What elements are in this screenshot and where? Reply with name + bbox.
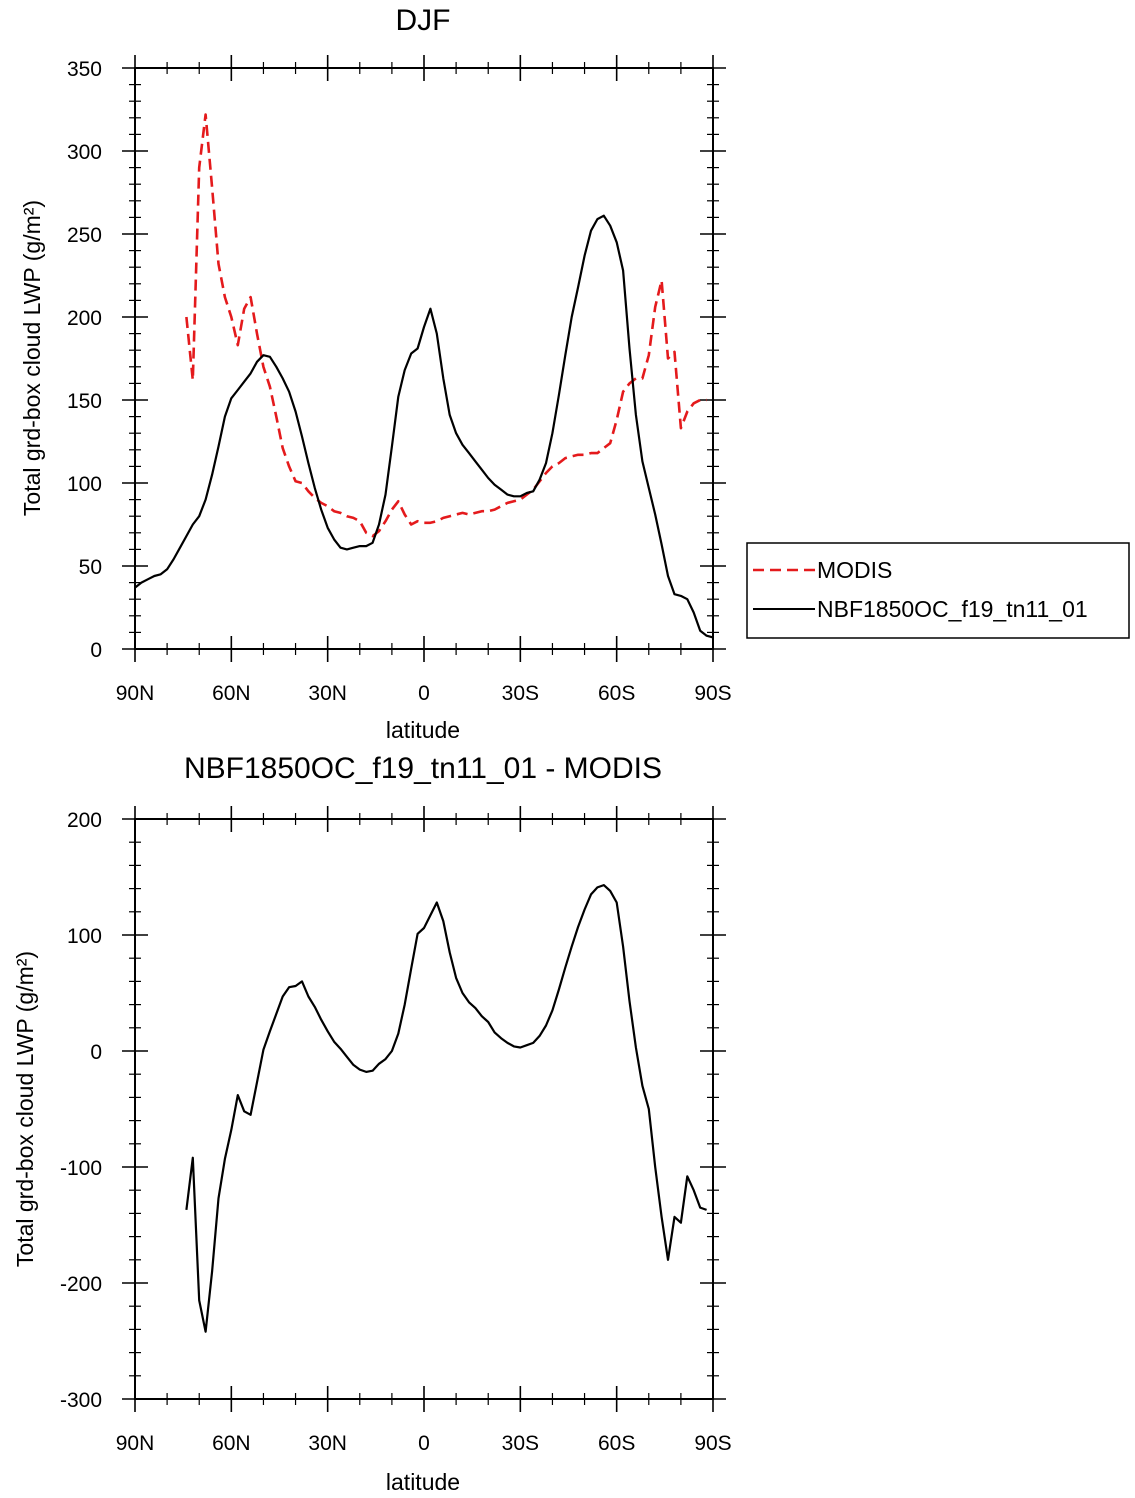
- y-tick-label: -200: [60, 1273, 102, 1296]
- x-axis-label: latitude: [386, 1469, 460, 1495]
- x-tick-label: 30N: [308, 682, 347, 705]
- plot-axes: 0 50 100 150 200 250 300 350 90N 60N 30N 0 30S 60S 90S: [67, 55, 732, 705]
- x-tick-label: 30N: [308, 1432, 347, 1455]
- y-tick-label: 350: [67, 58, 102, 81]
- y-axis-label: Total grd-box cloud LWP (g/m²): [19, 200, 45, 516]
- y-tick-label: 50: [79, 556, 102, 579]
- plot-frame: [134, 818, 714, 1400]
- series-line-nbf1850oc-f19-tn11-01: [134, 214, 714, 639]
- x-tick-label: 30S: [502, 682, 539, 705]
- y-tick-label: 200: [67, 307, 102, 330]
- x-tick-label: 0: [418, 1432, 430, 1455]
- y-axis-label: Total grd-box cloud LWP (g/m²): [12, 951, 38, 1267]
- y-tick-label: 250: [67, 224, 102, 247]
- bottom-panel: NBF1850OC_f19_tn11_01 - MODIS latitude T…: [12, 752, 732, 1495]
- x-tick-label: 60N: [212, 1432, 251, 1455]
- legend-box: [746, 542, 1130, 639]
- y-tick-label: 100: [67, 925, 102, 948]
- plot-series: [185, 883, 707, 1333]
- plot-frame: [134, 67, 714, 650]
- y-tick-label: 150: [67, 390, 102, 413]
- x-tick-label: 30S: [502, 1432, 539, 1455]
- x-tick-label: 90S: [694, 1432, 731, 1455]
- plot-series: [134, 113, 714, 639]
- legend-label-modis: MODIS: [817, 557, 892, 583]
- top-panel: DJF latitude Total grd-box cloud LWP (g/…: [19, 4, 732, 743]
- series-line-difference: [185, 883, 707, 1333]
- chart-title: DJF: [396, 4, 451, 37]
- x-tick-label: 60S: [598, 682, 635, 705]
- x-tick-label: 90S: [694, 682, 731, 705]
- x-tick-label: 60N: [212, 682, 251, 705]
- y-tick-label: 300: [67, 141, 102, 164]
- y-tick-label: -300: [60, 1389, 102, 1412]
- y-tick-label: 0: [90, 1041, 102, 1064]
- chart-title: NBF1850OC_f19_tn11_01 - MODIS: [184, 752, 662, 785]
- y-tick-label: 200: [67, 809, 102, 832]
- series-line-modis: [185, 113, 707, 538]
- x-tick-label: 0: [418, 682, 430, 705]
- x-tick-label: 90N: [116, 682, 155, 705]
- y-tick-label: 100: [67, 473, 102, 496]
- legend-label-model: NBF1850OC_f19_tn11_01: [817, 596, 1088, 622]
- y-tick-label: -100: [60, 1157, 102, 1180]
- legend: MODIS NBF1850OC_f19_tn11_01: [746, 542, 1130, 639]
- x-tick-label: 90N: [116, 1432, 155, 1455]
- y-tick-label: 0: [90, 639, 102, 662]
- plot-axes: -300 -200 -100 0 100 200 90N 60N 30N 0 30S 60S 90S: [60, 806, 732, 1455]
- x-tick-label: 60S: [598, 1432, 635, 1455]
- x-axis-label: latitude: [386, 717, 460, 743]
